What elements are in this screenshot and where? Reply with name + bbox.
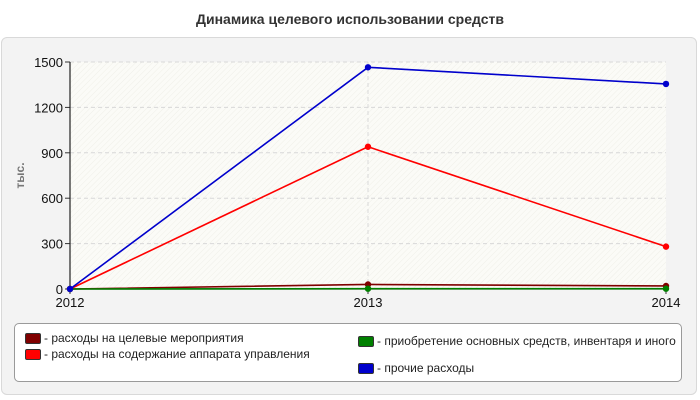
y-tick-label: 300 bbox=[41, 237, 63, 252]
data-point bbox=[662, 285, 670, 292]
chart-title: Динамика целевого использовании средств bbox=[196, 11, 504, 27]
legend-label: - приобретение основных средств, инвента… bbox=[377, 334, 676, 348]
y-tick-label: 900 bbox=[41, 146, 63, 161]
legend-swatch bbox=[358, 363, 374, 374]
legend-label: - расходы на содержание аппарата управле… bbox=[44, 347, 310, 361]
y-tick-label: 1200 bbox=[34, 100, 63, 115]
data-point bbox=[364, 285, 372, 292]
y-tick-label: 1500 bbox=[34, 55, 63, 70]
legend-swatch bbox=[25, 333, 41, 344]
legend-swatch bbox=[358, 336, 374, 347]
x-tick-label: 2014 bbox=[652, 295, 681, 310]
data-point bbox=[662, 243, 670, 250]
data-point bbox=[364, 143, 372, 150]
legend-label: - прочие расходы bbox=[377, 361, 475, 375]
y-axis-label: тыс. bbox=[13, 162, 27, 188]
data-point bbox=[364, 64, 372, 71]
legend: - расходы на целевые мероприятия - расхо… bbox=[14, 323, 682, 382]
legend-item-target-events: - расходы на целевые мероприятия bbox=[25, 331, 345, 345]
data-point bbox=[66, 285, 74, 293]
y-tick-label: 0 bbox=[56, 282, 63, 297]
y-tick-label: 600 bbox=[41, 191, 63, 206]
legend-item-other-costs: - прочие расходы bbox=[358, 361, 676, 375]
x-tick-label: 2013 bbox=[354, 295, 383, 310]
legend-item-fixed-assets: - приобретение основных средств, инвента… bbox=[358, 334, 676, 348]
legend-item-admin-costs: - расходы на содержание аппарата управле… bbox=[25, 347, 345, 361]
legend-swatch bbox=[25, 349, 41, 360]
legend-label: - расходы на целевые мероприятия bbox=[44, 331, 244, 345]
x-tick-label: 2012 bbox=[56, 295, 85, 310]
data-point bbox=[662, 80, 670, 88]
